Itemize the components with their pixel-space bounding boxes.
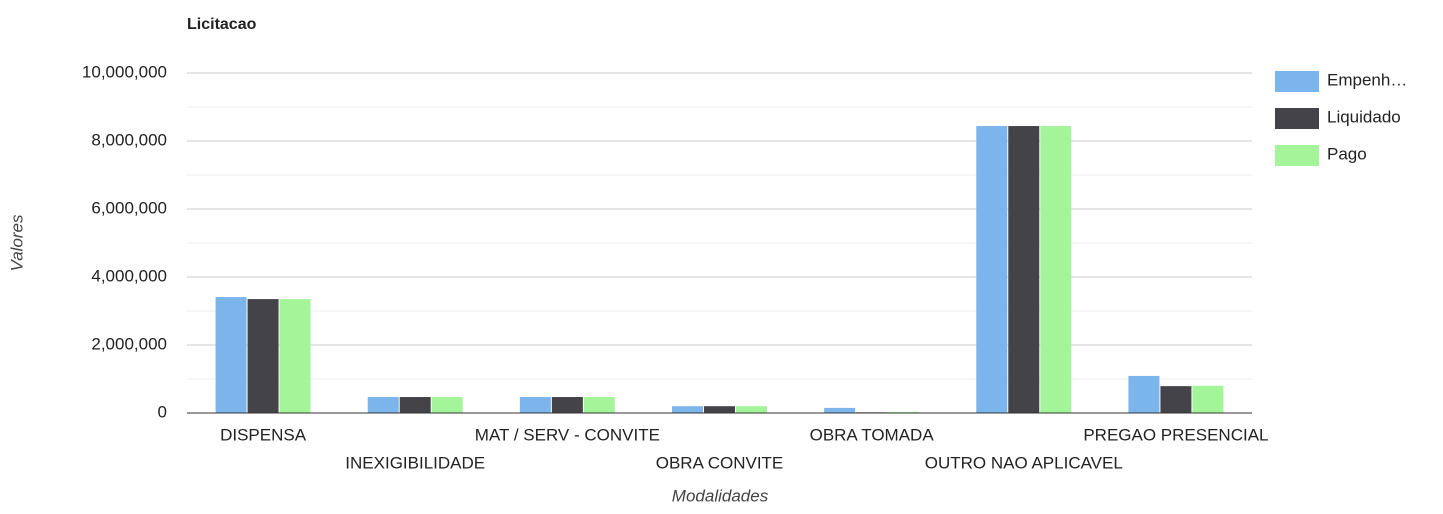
y-tick-label: 10,000,000	[82, 62, 167, 81]
bar	[519, 397, 551, 413]
bar	[215, 297, 247, 413]
bar	[247, 299, 279, 413]
bar	[399, 397, 431, 413]
bar	[976, 126, 1008, 413]
chart-title: Licitacao	[187, 16, 257, 33]
x-tick-label: OUTRO NAO APLICAVEL	[925, 453, 1123, 472]
bar	[1160, 386, 1192, 413]
bar	[367, 397, 399, 413]
bar	[824, 407, 856, 413]
bar	[1008, 126, 1040, 413]
bar	[704, 406, 735, 413]
bar	[431, 397, 463, 413]
bar	[1040, 126, 1072, 413]
y-tick-label: 2,000,000	[91, 334, 167, 353]
legend-label: Pago	[1327, 144, 1367, 163]
legend-swatch	[1275, 108, 1319, 129]
x-tick-label: OBRA TOMADA	[810, 425, 935, 444]
legend-label: Empenh…	[1327, 70, 1407, 89]
bar	[1192, 385, 1224, 413]
y-axis-title: Valores	[7, 214, 26, 272]
x-tick-label: OBRA CONVITE	[656, 453, 784, 472]
x-tick-label: MAT / SERV - CONVITE	[475, 425, 660, 444]
bar	[551, 397, 583, 413]
y-tick-label: 6,000,000	[91, 198, 167, 217]
bar	[888, 411, 920, 413]
x-tick-label: PREGAO PRESENCIAL	[1083, 425, 1268, 444]
bar	[1128, 375, 1160, 413]
bar	[672, 406, 703, 413]
bar	[736, 406, 767, 413]
y-tick-label: 4,000,000	[91, 266, 167, 285]
x-tick-label: DISPENSA	[220, 425, 307, 444]
y-tick-label: 8,000,000	[91, 130, 167, 149]
bar	[583, 397, 615, 413]
bar	[279, 299, 311, 413]
legend-swatch	[1275, 145, 1319, 166]
y-tick-label: 0	[158, 402, 167, 421]
x-tick-label: INEXIGIBILIDADE	[345, 453, 485, 472]
x-axis-title: Modalidades	[672, 486, 769, 505]
legend-label: Liquidado	[1327, 107, 1401, 126]
legend-swatch	[1275, 71, 1319, 92]
